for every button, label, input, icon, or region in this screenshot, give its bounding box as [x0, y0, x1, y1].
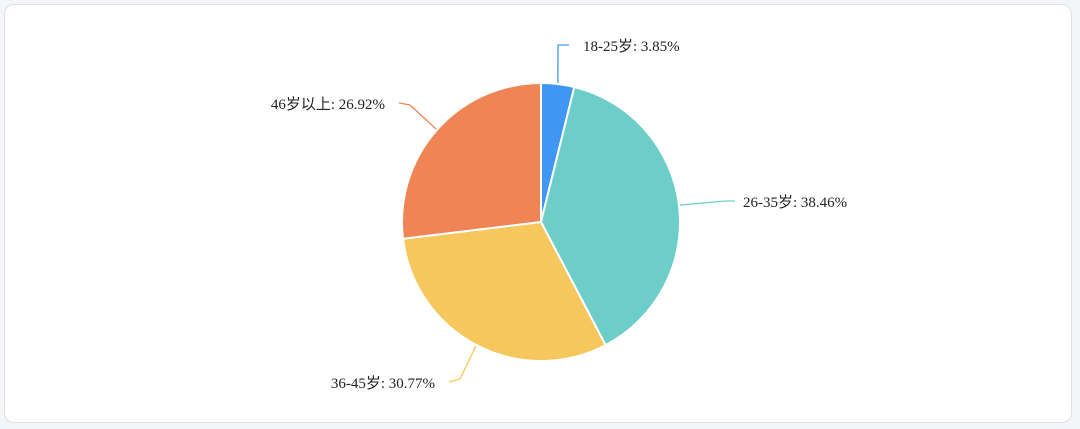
pie-slice-2 — [540, 86, 681, 347]
leader-line-4 — [398, 102, 437, 130]
slice-label-4: 46岁以上: 26.92% — [271, 96, 385, 113]
slice-label-3: 36-45岁: 30.77% — [331, 375, 435, 392]
chart-card: 18-25岁: 3.85% 26-35岁: 38.46% 36-45岁: 30.77… — [4, 4, 1072, 423]
leader-line-3 — [448, 345, 477, 383]
pie-labels: 18-25岁: 3.85% 26-35岁: 38.46% 36-45岁: 30.77… — [271, 38, 847, 392]
slice-label-1: 18-25岁: 3.85% — [583, 38, 680, 55]
pie-leader-lines — [398, 44, 735, 383]
pie-slice-3 — [402, 221, 607, 362]
leader-line-2 — [679, 200, 735, 206]
pie-chart: 18-25岁: 3.85% 26-35岁: 38.46% 36-45岁: 30.77… — [271, 38, 847, 392]
pie-slice-4 — [401, 82, 542, 240]
leader-line-1 — [557, 44, 569, 84]
pie-slices — [401, 82, 681, 362]
slice-label-2: 26-35岁: 38.46% — [743, 194, 847, 211]
